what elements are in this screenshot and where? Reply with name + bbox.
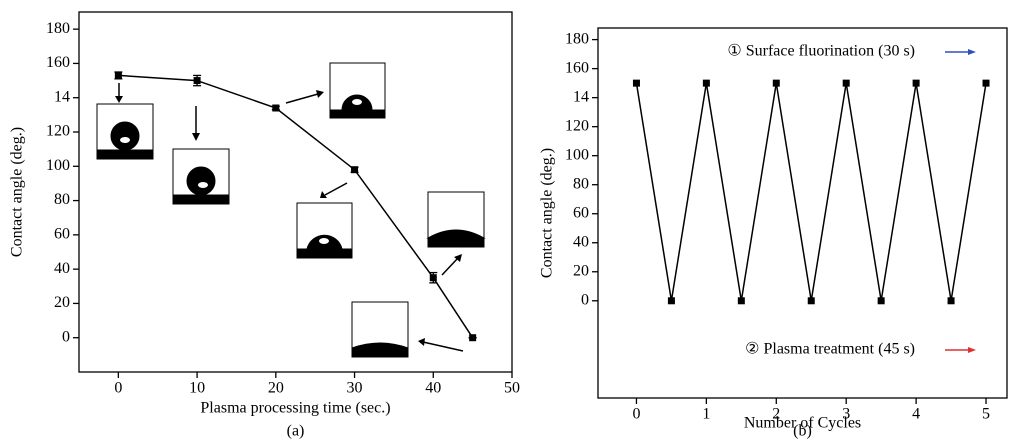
x-tick-label: 4 <box>912 406 920 423</box>
inset-arrows <box>115 83 464 352</box>
y-tick-label: 120 <box>46 123 70 140</box>
y-tick-label: 14 <box>573 88 589 105</box>
x-tick-label: 0 <box>114 380 122 397</box>
plot-frame <box>78 11 513 373</box>
y-tick-label: 40 <box>54 260 70 277</box>
inset <box>426 191 486 248</box>
annotation: ② Plasma treatment (45 s) <box>745 341 915 358</box>
y-tick-label: 180 <box>565 30 589 47</box>
data-point <box>737 297 745 305</box>
panel-caption: (b) <box>793 423 812 440</box>
y-tick-label: 160 <box>565 59 589 76</box>
data-point <box>912 79 920 87</box>
x-axis-label: Plasma processing time (sec.) <box>200 400 390 417</box>
insets <box>96 62 486 358</box>
y-axis-label: Contact angle (deg.) <box>539 148 556 278</box>
y-tick-label: 120 <box>565 117 589 134</box>
inset <box>96 103 154 160</box>
x-tick-label: 0 <box>632 406 640 423</box>
y-tick-label: 20 <box>573 262 589 279</box>
data-point <box>193 77 201 85</box>
annotation: ① Surface fluorination (30 s) <box>727 43 915 60</box>
x-tick-label: 5 <box>982 406 990 423</box>
inset <box>172 148 230 205</box>
inset <box>351 301 409 358</box>
x-axis-label: Number of Cycles <box>744 415 861 432</box>
data-point <box>351 166 359 174</box>
x-tick-label: 50 <box>504 380 520 397</box>
y-tick-label: 100 <box>565 146 589 163</box>
data-point <box>947 297 955 305</box>
panel-caption: (a) <box>287 423 305 440</box>
x-tick-label: 1 <box>702 406 710 423</box>
data-point <box>807 297 815 305</box>
data-point <box>982 79 990 87</box>
plot-frame <box>597 27 1008 399</box>
annotation-arrowhead <box>968 347 976 353</box>
inset <box>296 202 353 259</box>
data-line <box>118 74 474 339</box>
y-tick-label: 60 <box>54 226 70 243</box>
data-point <box>772 79 780 87</box>
data-point <box>877 297 885 305</box>
data-point <box>429 274 437 282</box>
annotation-arrowhead <box>968 49 976 55</box>
x-tick-label: 10 <box>189 380 205 397</box>
y-tick-label: 100 <box>46 157 70 174</box>
data-point <box>114 71 122 79</box>
y-tick-label: 180 <box>46 20 70 37</box>
x-tick-label: 40 <box>425 380 441 397</box>
x-tick-label: 2 <box>772 406 780 423</box>
x-tick-label: 20 <box>268 380 284 397</box>
x-tick-label: 3 <box>842 406 850 423</box>
data-point <box>702 79 710 87</box>
y-axis-label: Contact angle (deg.) <box>9 127 26 257</box>
y-tick-label: 40 <box>573 233 589 250</box>
data-line <box>635 83 987 301</box>
y-tick-label: 80 <box>573 175 589 192</box>
y-tick-label: 160 <box>46 54 70 71</box>
data-point <box>667 297 675 305</box>
y-tick-label: 80 <box>54 191 70 208</box>
data-point <box>469 334 477 342</box>
y-tick-label: 60 <box>573 204 589 221</box>
data-point <box>272 104 280 112</box>
y-tick-label: 0 <box>581 291 589 308</box>
x-tick-label: 30 <box>347 380 363 397</box>
data-point <box>842 79 850 87</box>
inset <box>329 62 386 119</box>
y-tick-label: 0 <box>62 328 70 345</box>
y-tick-label: 20 <box>54 294 70 311</box>
y-tick-label: 14 <box>54 88 70 105</box>
data-point <box>632 79 640 87</box>
